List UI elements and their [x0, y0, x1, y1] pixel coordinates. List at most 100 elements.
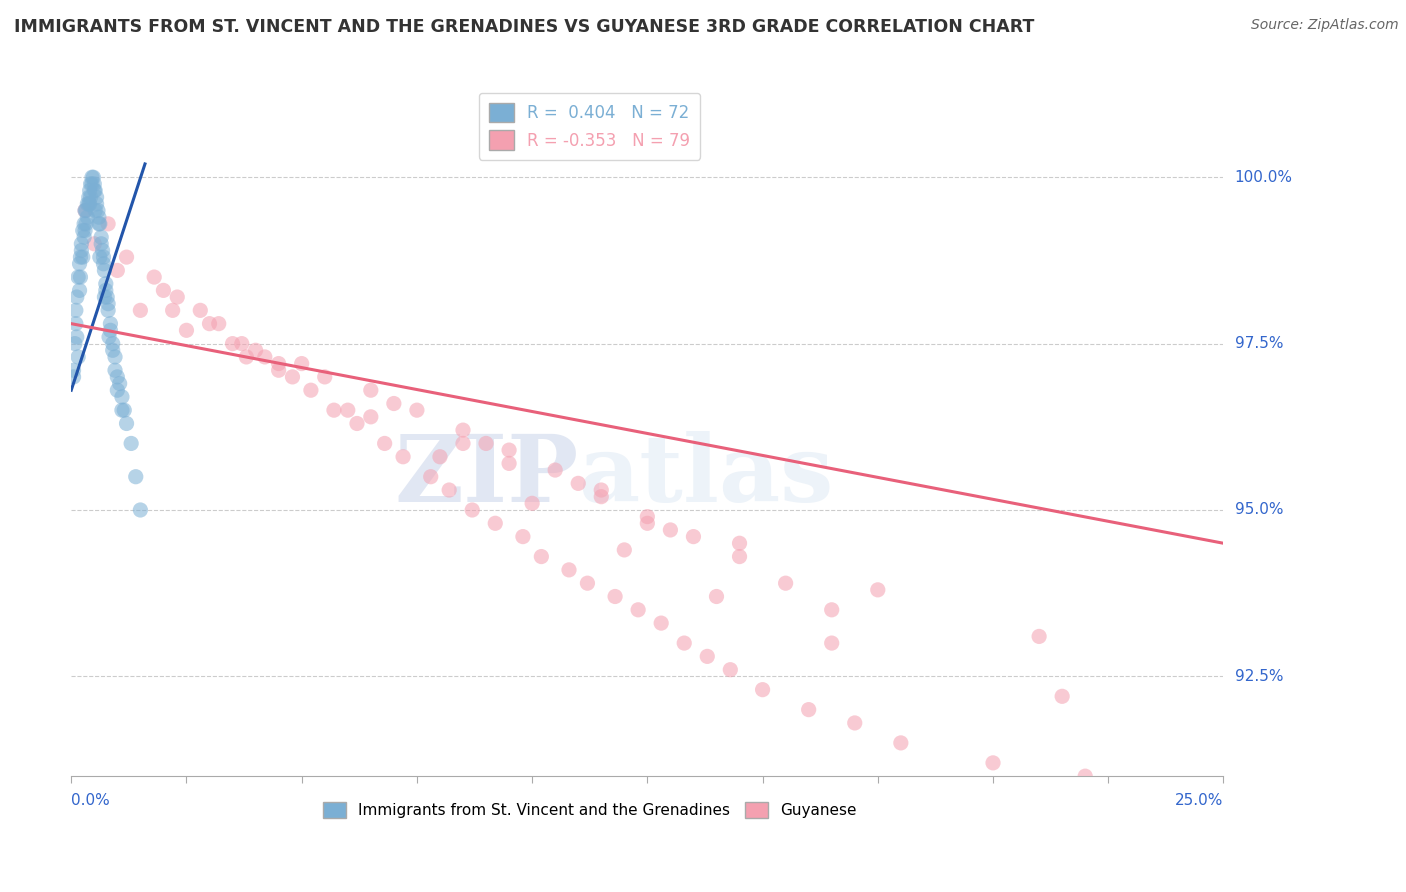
Point: [451, 423, 474, 437]
Point: [718, 663, 741, 677]
Point: [360, 383, 382, 397]
Point: [87, 210, 110, 224]
Point: [336, 403, 359, 417]
Point: [111, 403, 134, 417]
Point: [69, 250, 91, 264]
Point: [821, 636, 844, 650]
Point: [62, 370, 84, 384]
Point: [83, 236, 105, 251]
Point: [111, 390, 134, 404]
Point: [97, 303, 120, 318]
Point: [188, 303, 211, 318]
Point: [63, 336, 86, 351]
Legend: Immigrants from St. Vincent and the Grenadines, Guyanese: Immigrants from St. Vincent and the Gren…: [316, 797, 863, 824]
Point: [105, 263, 128, 277]
Point: [981, 756, 1004, 770]
Point: [143, 270, 166, 285]
Point: [69, 257, 91, 271]
Point: [866, 582, 889, 597]
Point: [673, 636, 696, 650]
Point: [636, 509, 658, 524]
Point: [461, 503, 484, 517]
Point: [291, 357, 314, 371]
Point: [844, 715, 866, 730]
Text: 95.0%: 95.0%: [1234, 502, 1284, 517]
Point: [90, 236, 112, 251]
Point: [101, 343, 124, 358]
Point: [97, 217, 120, 231]
Point: [627, 603, 650, 617]
Point: [613, 542, 636, 557]
Point: [65, 317, 87, 331]
Text: Source: ZipAtlas.com: Source: ZipAtlas.com: [1251, 18, 1399, 32]
Point: [152, 284, 174, 298]
Point: [77, 190, 100, 204]
Text: 0.0%: 0.0%: [72, 793, 110, 808]
Point: [374, 436, 396, 450]
Point: [93, 250, 115, 264]
Point: [96, 290, 118, 304]
Point: [797, 703, 820, 717]
Point: [104, 363, 127, 377]
Point: [94, 284, 117, 298]
Point: [62, 363, 84, 377]
Point: [603, 590, 626, 604]
Point: [84, 203, 107, 218]
Point: [208, 317, 231, 331]
Point: [89, 250, 111, 264]
Point: [66, 330, 89, 344]
Point: [576, 576, 599, 591]
Point: [125, 469, 148, 483]
Point: [65, 303, 87, 318]
Point: [346, 417, 368, 431]
Point: [696, 649, 718, 664]
Point: [1050, 690, 1073, 704]
Point: [429, 450, 451, 464]
Point: [512, 530, 534, 544]
Point: [75, 203, 97, 218]
Point: [82, 170, 104, 185]
Point: [101, 336, 124, 351]
Point: [83, 184, 105, 198]
Point: [821, 603, 844, 617]
Point: [682, 530, 704, 544]
Point: [87, 217, 110, 231]
Point: [86, 197, 108, 211]
Point: [728, 549, 751, 564]
Point: [70, 244, 93, 258]
Point: [314, 370, 336, 384]
Point: [299, 383, 322, 397]
Text: ZIP: ZIP: [394, 431, 578, 521]
Point: [437, 483, 460, 497]
Point: [231, 336, 253, 351]
Point: [105, 370, 128, 384]
Point: [120, 436, 142, 450]
Point: [91, 244, 114, 258]
Point: [659, 523, 682, 537]
Point: [69, 284, 91, 298]
Point: [79, 197, 101, 211]
Point: [115, 250, 138, 264]
Point: [591, 483, 613, 497]
Point: [475, 436, 498, 450]
Point: [75, 203, 97, 218]
Point: [115, 417, 138, 431]
Point: [108, 376, 131, 391]
Point: [67, 350, 90, 364]
Point: [66, 290, 89, 304]
Point: [775, 576, 797, 591]
Point: [890, 736, 912, 750]
Point: [83, 177, 105, 191]
Point: [87, 203, 110, 218]
Point: [253, 350, 276, 364]
Point: [235, 350, 257, 364]
Point: [70, 236, 93, 251]
Point: [100, 323, 122, 337]
Point: [281, 370, 304, 384]
Point: [382, 396, 405, 410]
Point: [267, 357, 290, 371]
Point: [198, 317, 221, 331]
Text: 97.5%: 97.5%: [1234, 336, 1284, 351]
Point: [80, 177, 103, 191]
Point: [162, 303, 184, 318]
